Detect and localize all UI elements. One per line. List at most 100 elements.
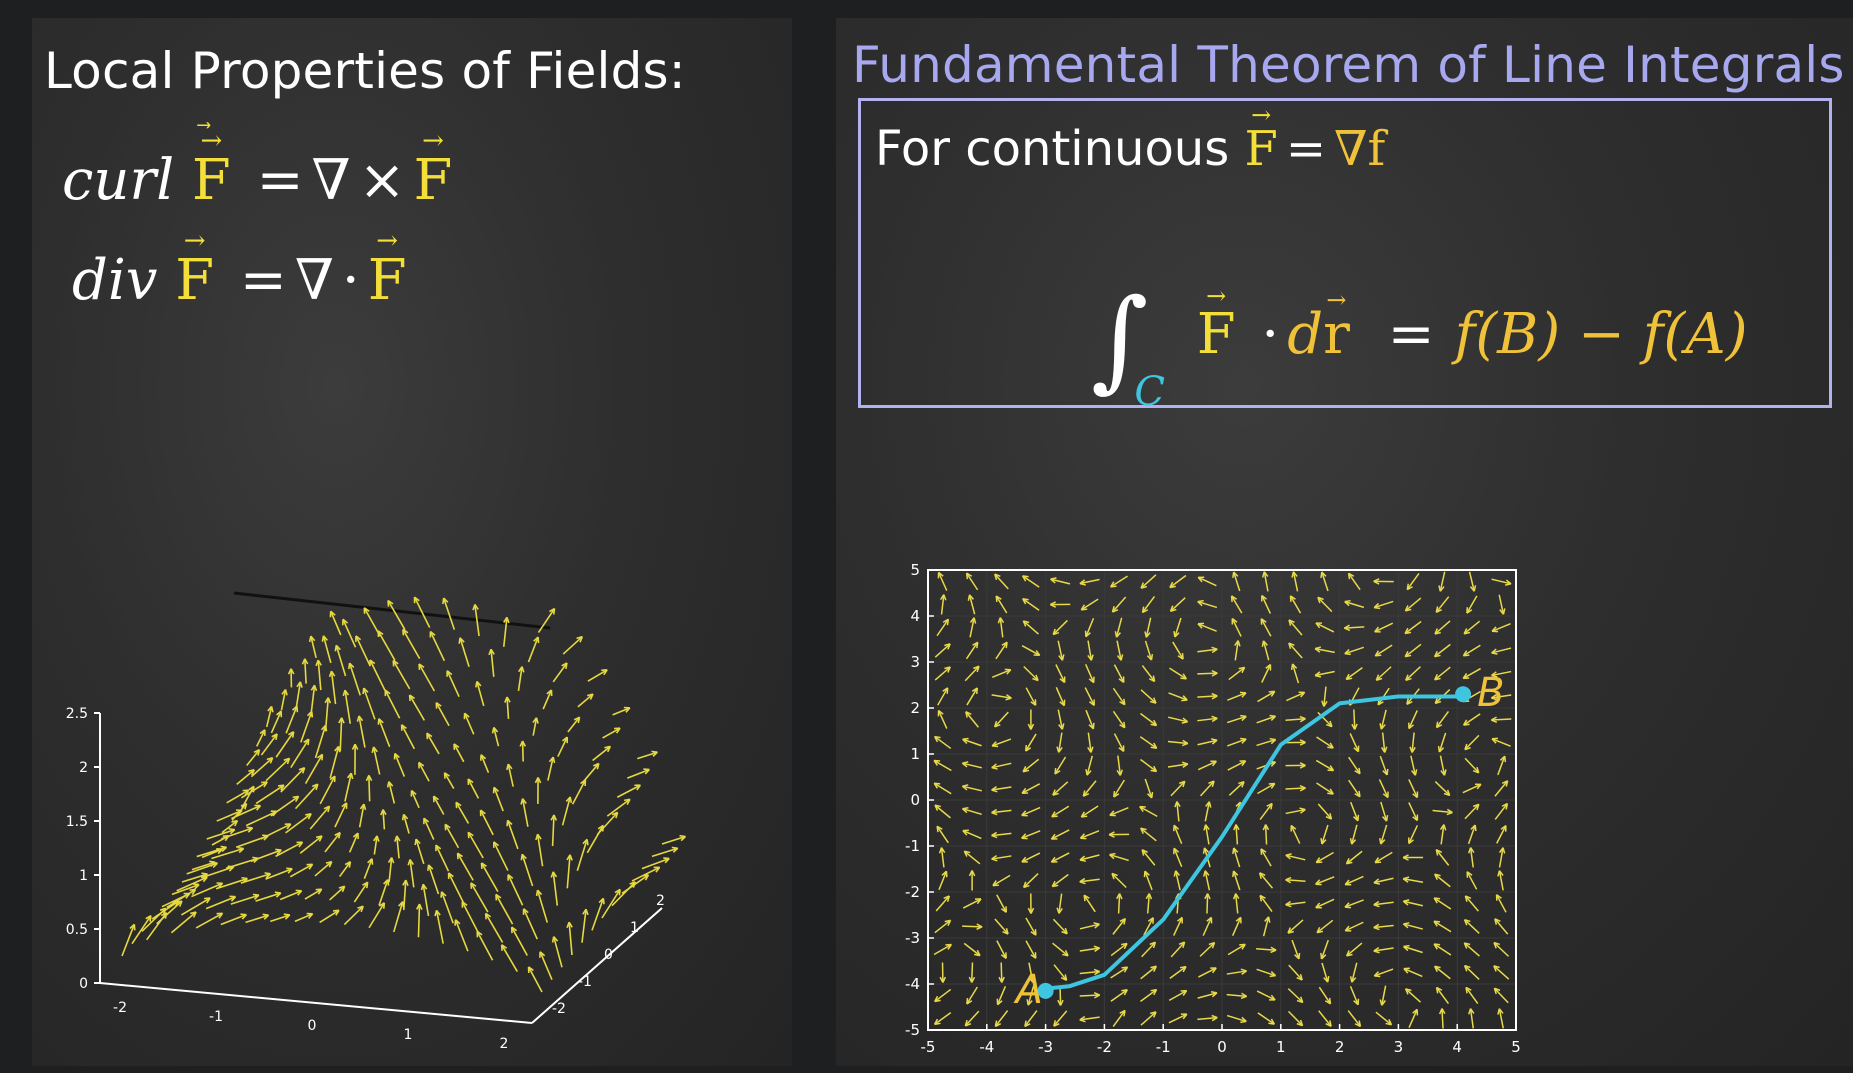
field-arrow <box>1055 664 1066 684</box>
integrand-vector: → F <box>1196 282 1236 367</box>
field-arrow <box>1056 893 1063 914</box>
integral-sign: ∫ <box>1091 275 1149 403</box>
field-arrow <box>1084 664 1095 684</box>
field-arrow <box>1403 944 1423 954</box>
field-arrow <box>121 923 136 957</box>
field-arrow <box>319 909 340 924</box>
field-arrow <box>461 901 479 933</box>
field-arrow <box>343 905 364 926</box>
field-arrow <box>319 775 336 805</box>
field-arrow <box>1080 805 1099 818</box>
field-arrow <box>315 659 322 691</box>
field-arrow <box>1374 622 1394 633</box>
field-arrow <box>435 701 450 727</box>
field-arrow <box>1197 1014 1218 1022</box>
field-arrow <box>1204 801 1212 822</box>
field-arrow <box>1378 779 1389 799</box>
field-arrow <box>344 772 354 802</box>
field-arrow <box>1200 780 1215 797</box>
field-arrow <box>933 1012 952 1026</box>
field-arrow <box>240 872 272 884</box>
field-arrow <box>407 859 415 888</box>
field-arrow <box>415 903 423 938</box>
field-arrow <box>1197 991 1218 999</box>
y-tick-label: -1 <box>578 974 592 990</box>
field-arrow <box>1057 709 1065 730</box>
x-tick-label: -2 <box>1097 1038 1112 1056</box>
field-arrow <box>1465 986 1479 1005</box>
field-arrow <box>1080 598 1099 611</box>
y-tick-label: -2 <box>905 883 920 901</box>
field-arrow <box>265 705 274 728</box>
field-arrow <box>1379 755 1389 776</box>
field-arrow <box>1169 574 1187 589</box>
field-arrow <box>1344 899 1364 909</box>
field-arrow <box>225 856 259 870</box>
field-arrow <box>304 753 324 785</box>
field-arrow <box>631 866 661 882</box>
field-arrow <box>1082 780 1097 797</box>
field-arrow <box>1434 666 1451 681</box>
field-arrow <box>934 988 952 1003</box>
field-arrow <box>1228 666 1246 681</box>
field-arrow <box>310 684 318 717</box>
field-arrow <box>1404 620 1422 635</box>
field-arrow <box>1373 900 1394 908</box>
x-tick-label: -1 <box>209 1009 223 1025</box>
field-arrow <box>961 761 983 769</box>
field-arrow <box>1259 894 1273 913</box>
div-equals: = <box>239 248 287 313</box>
field-arrow <box>280 766 306 793</box>
field-arrow <box>969 617 977 638</box>
field-arrow <box>1228 781 1245 796</box>
field-arrow <box>936 825 949 844</box>
field-arrow <box>1435 711 1450 729</box>
field-arrow <box>414 838 425 865</box>
field-arrow <box>1435 596 1450 613</box>
field-arrow <box>1468 571 1477 592</box>
field-arrow <box>968 870 976 891</box>
field-arrow <box>592 745 612 762</box>
field-arrow <box>1021 645 1041 657</box>
field-arrow <box>329 745 341 779</box>
field-arrow <box>1110 966 1129 979</box>
field-arrow <box>1464 895 1479 912</box>
field-arrow <box>1232 571 1241 592</box>
field-arrow <box>1113 779 1126 798</box>
field-arrow <box>962 898 982 909</box>
field-arrow <box>1344 875 1364 886</box>
field-arrow <box>275 841 304 858</box>
field-arrow <box>1170 780 1186 797</box>
field-arrow <box>1052 619 1068 636</box>
field-arrow <box>338 861 352 878</box>
field-arrow <box>1226 1014 1247 1024</box>
field-arrow <box>1083 894 1096 913</box>
field-arrow <box>1320 824 1329 845</box>
div-op: div <box>72 248 158 313</box>
field-arrow <box>423 817 435 840</box>
field-arrow <box>1349 985 1360 1006</box>
field-arrow <box>1493 941 1510 957</box>
field-arrow <box>181 897 211 916</box>
field-arrow <box>387 857 395 883</box>
z-tick-label: 2 <box>79 760 88 776</box>
field-arrow <box>255 729 266 747</box>
field-arrow <box>1462 667 1481 680</box>
field-arrow <box>934 666 951 681</box>
field-arrow <box>1168 989 1188 1002</box>
field-arrow <box>1290 663 1300 684</box>
field-arrow <box>314 860 333 877</box>
field-arrow <box>1143 917 1154 936</box>
field-arrow <box>1079 968 1101 976</box>
field-arrow <box>1379 824 1388 845</box>
field-arrow <box>940 594 947 615</box>
integrand-d: d <box>1287 302 1324 367</box>
field-arrow <box>1373 600 1394 610</box>
field-arrow <box>1173 916 1183 936</box>
field-arrow <box>1373 923 1394 931</box>
field-arrow <box>534 777 542 804</box>
field-arrow <box>939 962 947 983</box>
field-arrow <box>156 900 183 925</box>
field-arrow <box>571 779 587 805</box>
field-arrow <box>933 782 952 795</box>
